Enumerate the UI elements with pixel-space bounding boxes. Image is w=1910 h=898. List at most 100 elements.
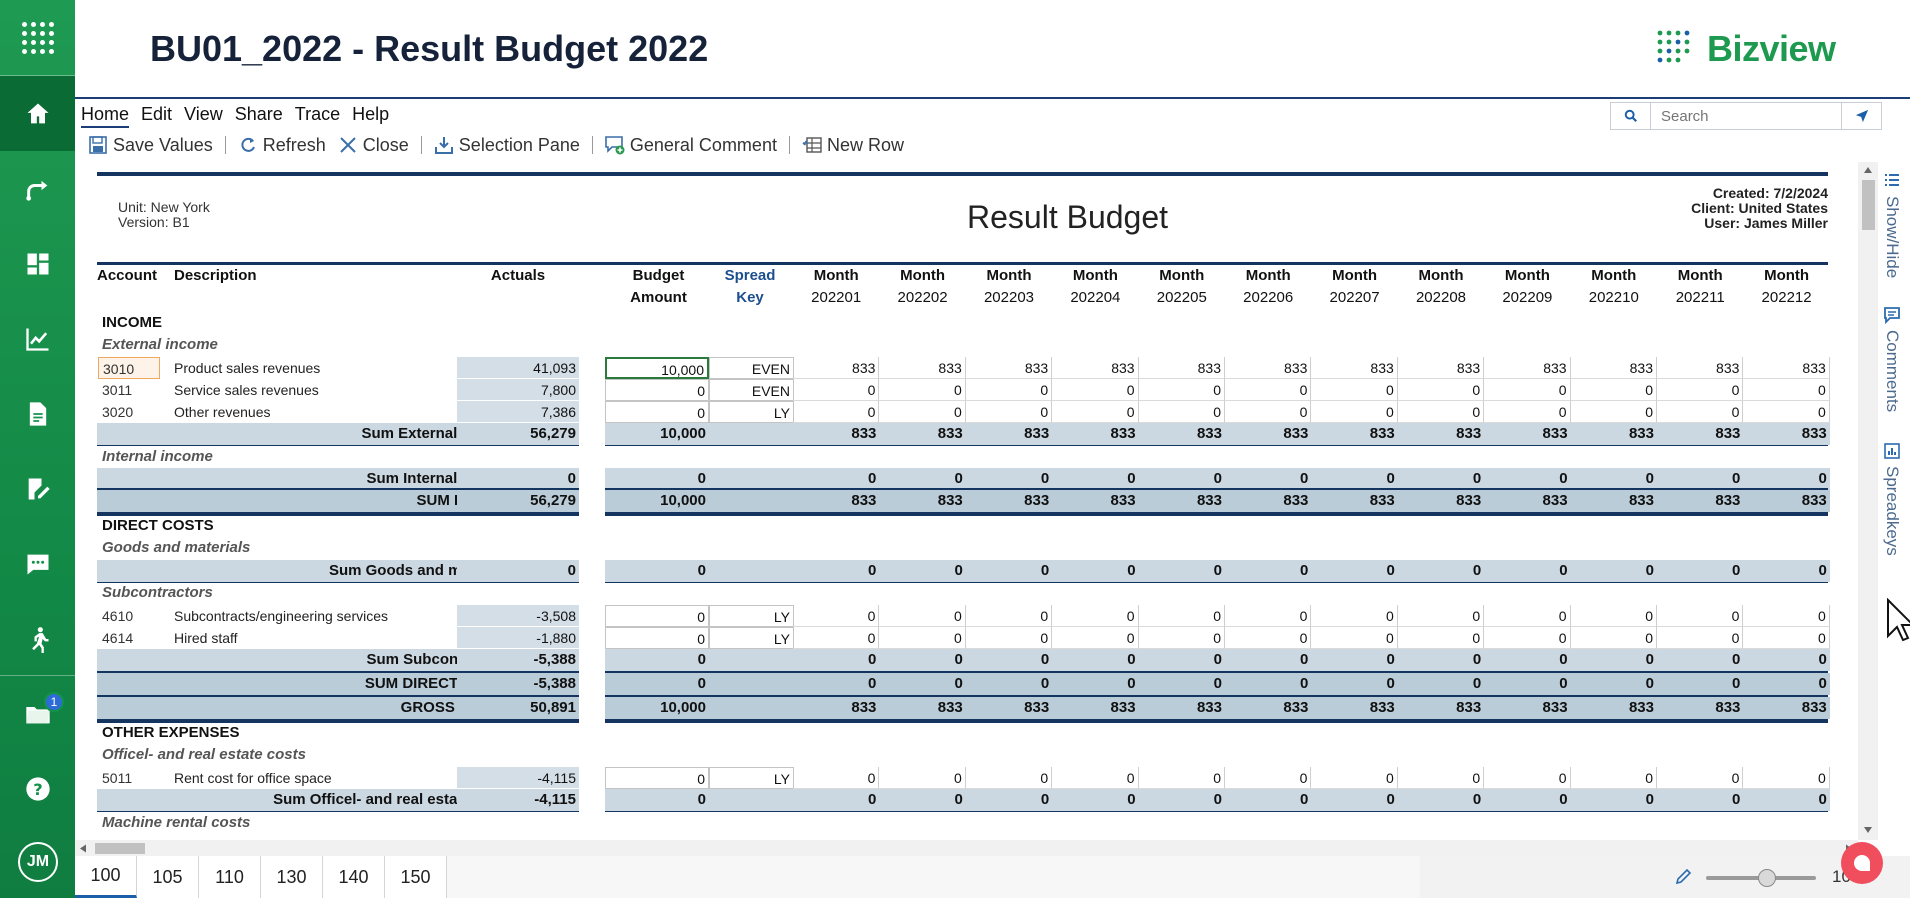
spread-key-input[interactable]: LY (709, 767, 794, 789)
zoom-slider-knob[interactable] (1757, 869, 1776, 887)
feedback-button[interactable] (1841, 842, 1883, 884)
pin-button[interactable] (1841, 103, 1881, 129)
menu-help[interactable]: Help (352, 104, 390, 124)
month-value: 0 (965, 401, 1053, 423)
month-total: 0 (1052, 789, 1139, 811)
sheet-tab[interactable]: 140 (323, 856, 385, 898)
sheet-tab[interactable]: 105 (137, 856, 199, 898)
actuals-total: 56,279 (457, 490, 579, 512)
month-total: 833 (793, 423, 880, 445)
month-total: 833 (879, 697, 966, 719)
vertical-scroll-thumb[interactable] (1862, 180, 1875, 230)
month-total: 0 (793, 789, 880, 811)
row-rule (457, 671, 579, 673)
nav-activity[interactable] (0, 601, 75, 676)
budget-amount-input[interactable]: 0 (605, 605, 709, 627)
horizontal-scroll-thumb[interactable] (95, 843, 145, 854)
month-value: 0 (1570, 627, 1657, 649)
menu-home[interactable]: Home (75, 100, 135, 128)
menu-bar: Home Edit View Share Trace Help (75, 100, 395, 128)
account-description: Other revenues (174, 404, 271, 420)
month-total: 0 (1484, 649, 1571, 671)
general-comment-button[interactable]: General Comment (599, 131, 783, 159)
account-code[interactable]: 5011 (102, 770, 133, 786)
nav-help[interactable]: ? (0, 751, 75, 826)
month-total: 833 (1397, 423, 1485, 445)
month-header-label: Month (1418, 267, 1464, 284)
nav-flows[interactable] (0, 151, 75, 226)
month-value: 0 (1743, 605, 1830, 627)
budget-amount-input[interactable]: 10,000 (605, 357, 709, 379)
month-total: 0 (1052, 560, 1139, 582)
subsection-header: Goods and materials (102, 539, 251, 556)
col-account: Account (97, 267, 157, 284)
spread-key-input[interactable]: LY (709, 627, 794, 649)
new-row-button[interactable]: New Row (796, 131, 910, 159)
col-spread-l2: Key (736, 289, 764, 306)
budget-total: 10,000 (605, 697, 709, 719)
nav-analytics[interactable] (0, 301, 75, 376)
subsection-header: Internal income (102, 448, 213, 465)
spread-key-input[interactable]: EVEN (709, 357, 794, 379)
nav-reports[interactable] (0, 376, 75, 451)
spreadkeys-tab[interactable]: Spreadkeys (1882, 442, 1902, 556)
spread-key-input[interactable]: EVEN (709, 379, 794, 401)
month-total: 833 (1225, 490, 1312, 512)
nav-home[interactable] (0, 76, 75, 151)
month-total: 0 (965, 673, 1053, 695)
month-value: 833 (1138, 357, 1225, 379)
search-input[interactable] (1651, 107, 1841, 125)
account-code[interactable]: 4610 (102, 608, 134, 624)
nav-dashboards[interactable] (0, 226, 75, 301)
nav-files[interactable]: 1 (0, 676, 75, 751)
month-total: 833 (1225, 697, 1312, 719)
spread-key-input[interactable]: LY (709, 401, 794, 423)
budget-amount-input[interactable]: 0 (605, 627, 709, 649)
account-code[interactable]: 4614 (102, 630, 134, 646)
close-button[interactable]: Close (332, 131, 415, 159)
account-code[interactable]: 3010 (98, 357, 160, 379)
user-avatar[interactable]: JM (18, 842, 58, 882)
scroll-up-icon (1864, 167, 1872, 173)
menu-view[interactable]: View (184, 104, 223, 124)
menu-edit[interactable]: Edit (141, 104, 173, 124)
sheet-tab[interactable]: 110 (199, 856, 261, 898)
search-button[interactable] (1611, 103, 1651, 129)
horizontal-scrollbar[interactable] (75, 840, 1858, 856)
apps-grid-button[interactable] (0, 0, 75, 75)
month-total: 0 (1570, 560, 1657, 582)
sheet-tab[interactable]: 150 (385, 856, 447, 898)
selection-pane-button[interactable]: Selection Pane (428, 131, 586, 159)
account-code[interactable]: 3020 (102, 404, 134, 420)
show-hide-tab[interactable]: Show/Hide (1882, 172, 1902, 278)
month-total: 0 (1657, 673, 1744, 695)
budget-amount-input[interactable]: 0 (605, 401, 709, 423)
save-values-button[interactable]: Save Values (82, 131, 219, 159)
menu-share[interactable]: Share (234, 104, 283, 124)
spread-key-input[interactable]: LY (709, 605, 794, 627)
month-total: 0 (1311, 673, 1398, 695)
menu-trace[interactable]: Trace (294, 104, 341, 124)
month-total: 0 (1743, 560, 1830, 582)
refresh-button[interactable]: Refresh (232, 131, 332, 159)
budget-amount-input[interactable]: 0 (605, 379, 709, 401)
nav-messages[interactable] (0, 526, 75, 601)
month-total: 0 (1570, 468, 1657, 490)
month-value: 0 (1484, 605, 1571, 627)
dashboard-icon (27, 253, 48, 274)
sheet-tab[interactable]: 100 (75, 856, 137, 898)
page-title: BU01_2022 - Result Budget 2022 (150, 28, 709, 69)
help-icon: ? (25, 776, 50, 801)
pencil-icon[interactable] (1674, 868, 1692, 886)
month-total: 0 (1311, 789, 1398, 811)
row-rule (605, 671, 1828, 673)
month-value: 0 (965, 605, 1053, 627)
nav-forms[interactable] (0, 451, 75, 526)
account-code[interactable]: 3011 (102, 382, 133, 398)
vertical-scrollbar[interactable] (1858, 162, 1878, 840)
budget-amount-input[interactable]: 0 (605, 767, 709, 789)
comments-tab[interactable]: Comments (1882, 306, 1902, 412)
month-value: 0 (879, 401, 966, 423)
sheet-tab[interactable]: 130 (261, 856, 323, 898)
